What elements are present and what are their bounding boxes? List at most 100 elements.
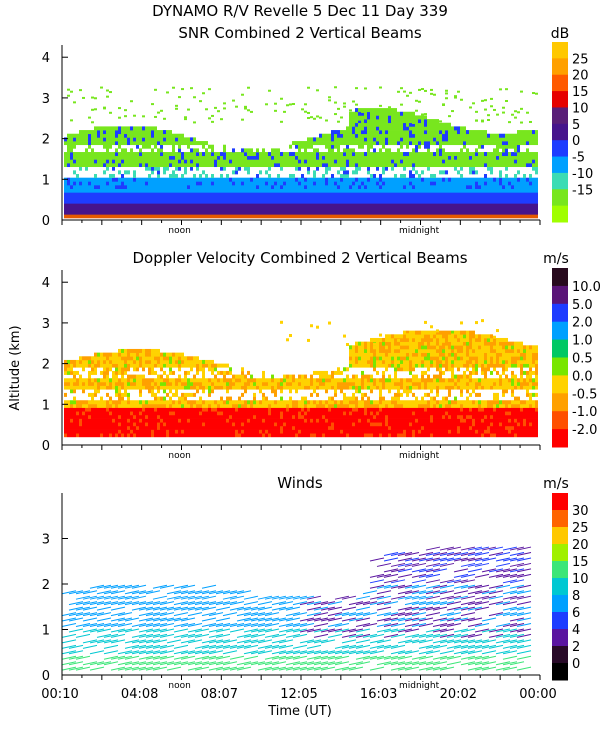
snr-cell (208, 214, 211, 219)
snr-cell (403, 199, 406, 204)
snr-cell (328, 181, 331, 186)
snr-cell (73, 170, 76, 175)
snr-cell (205, 185, 208, 189)
snr-cell (226, 188, 229, 193)
doppler-cell (79, 414, 82, 419)
doppler-cell (292, 411, 295, 416)
doppler-cell (265, 429, 268, 434)
snr-cell (169, 155, 172, 160)
snr-cell (268, 199, 271, 204)
snr-cell (376, 159, 379, 164)
snr-cell (259, 199, 262, 204)
snr-cell (445, 141, 448, 146)
snr-cell (397, 195, 400, 200)
snr-cell (379, 137, 382, 142)
doppler-cell (118, 422, 121, 427)
snr-cell (490, 185, 493, 189)
doppler-cell (172, 378, 175, 383)
snr-cell (226, 159, 229, 164)
snr-cell (163, 133, 166, 138)
doppler-cell (280, 422, 283, 427)
snr-cell (499, 141, 502, 146)
snr-cell (124, 109, 127, 112)
doppler-cell (235, 429, 238, 434)
snr-cell (109, 133, 112, 138)
snr-cell (520, 159, 523, 164)
snr-cell (397, 137, 400, 142)
snr-cell (274, 195, 277, 200)
snr-cell (301, 203, 304, 208)
snr-cell (445, 195, 448, 200)
snr-cell (361, 126, 364, 131)
doppler-cell (100, 433, 103, 438)
snr-cell (430, 141, 433, 146)
snr-cell (262, 188, 265, 193)
snr-cell (286, 214, 289, 219)
snr-cell (88, 141, 91, 146)
snr-cell (304, 152, 307, 157)
doppler-cell (265, 411, 268, 416)
snr-cell (475, 148, 478, 153)
doppler-cell (154, 400, 157, 405)
doppler-cell (295, 429, 298, 434)
snr-cell (373, 185, 376, 189)
snr-cell (403, 130, 406, 135)
snr-cell (301, 159, 304, 164)
doppler-cell (244, 425, 247, 430)
snr-cell (250, 188, 253, 193)
snr-cell (382, 133, 385, 138)
snr-cell (103, 126, 106, 131)
snr-cell (70, 152, 73, 157)
snr-cell (274, 188, 277, 193)
snr-cell (124, 188, 127, 193)
snr-cell (325, 206, 328, 211)
doppler-cell (211, 411, 214, 416)
snr-cell (220, 203, 223, 208)
doppler-cell (118, 348, 121, 353)
snr-cell (244, 166, 247, 171)
doppler-cell (196, 370, 199, 375)
snr-cell (526, 181, 529, 186)
snr-cell (202, 206, 205, 211)
snr-cell (412, 111, 415, 116)
doppler-cell (136, 348, 139, 353)
snr-cell (403, 174, 406, 179)
doppler-cell (148, 367, 151, 372)
doppler-cell (256, 400, 259, 405)
snr-cell (505, 133, 508, 138)
doppler-cell (190, 418, 193, 423)
snr-cell (148, 174, 151, 179)
doppler-cell (82, 356, 85, 361)
snr-cell (250, 203, 253, 208)
snr-cell (481, 155, 484, 160)
snr-cell (199, 155, 202, 160)
snr-cell (412, 192, 415, 197)
snr-cell (148, 141, 151, 146)
snr-cell (361, 137, 364, 142)
snr-cell (352, 188, 355, 193)
snr-cell (160, 181, 163, 186)
snr-cell (514, 206, 517, 211)
snr-cell (187, 141, 190, 146)
doppler-cell (238, 418, 241, 423)
snr-cell (379, 210, 382, 215)
doppler-cell (262, 429, 265, 434)
doppler-cell (286, 407, 289, 412)
doppler-cell (169, 433, 172, 438)
snr-cell (445, 92, 448, 95)
doppler-cell (112, 378, 115, 383)
snr-cell (409, 181, 412, 186)
doppler-cell (307, 411, 310, 416)
doppler-cell (82, 363, 85, 368)
snr-cell (106, 155, 109, 160)
snr-cell (103, 188, 106, 193)
snr-cell (433, 206, 436, 211)
snr-cell (412, 122, 415, 125)
snr-cell (454, 159, 457, 164)
snr-cell (397, 155, 400, 160)
doppler-cell (229, 381, 232, 386)
snr-cell (478, 133, 481, 138)
doppler-cell (280, 425, 283, 430)
snr-cell (523, 155, 526, 160)
snr-cell (532, 166, 535, 171)
